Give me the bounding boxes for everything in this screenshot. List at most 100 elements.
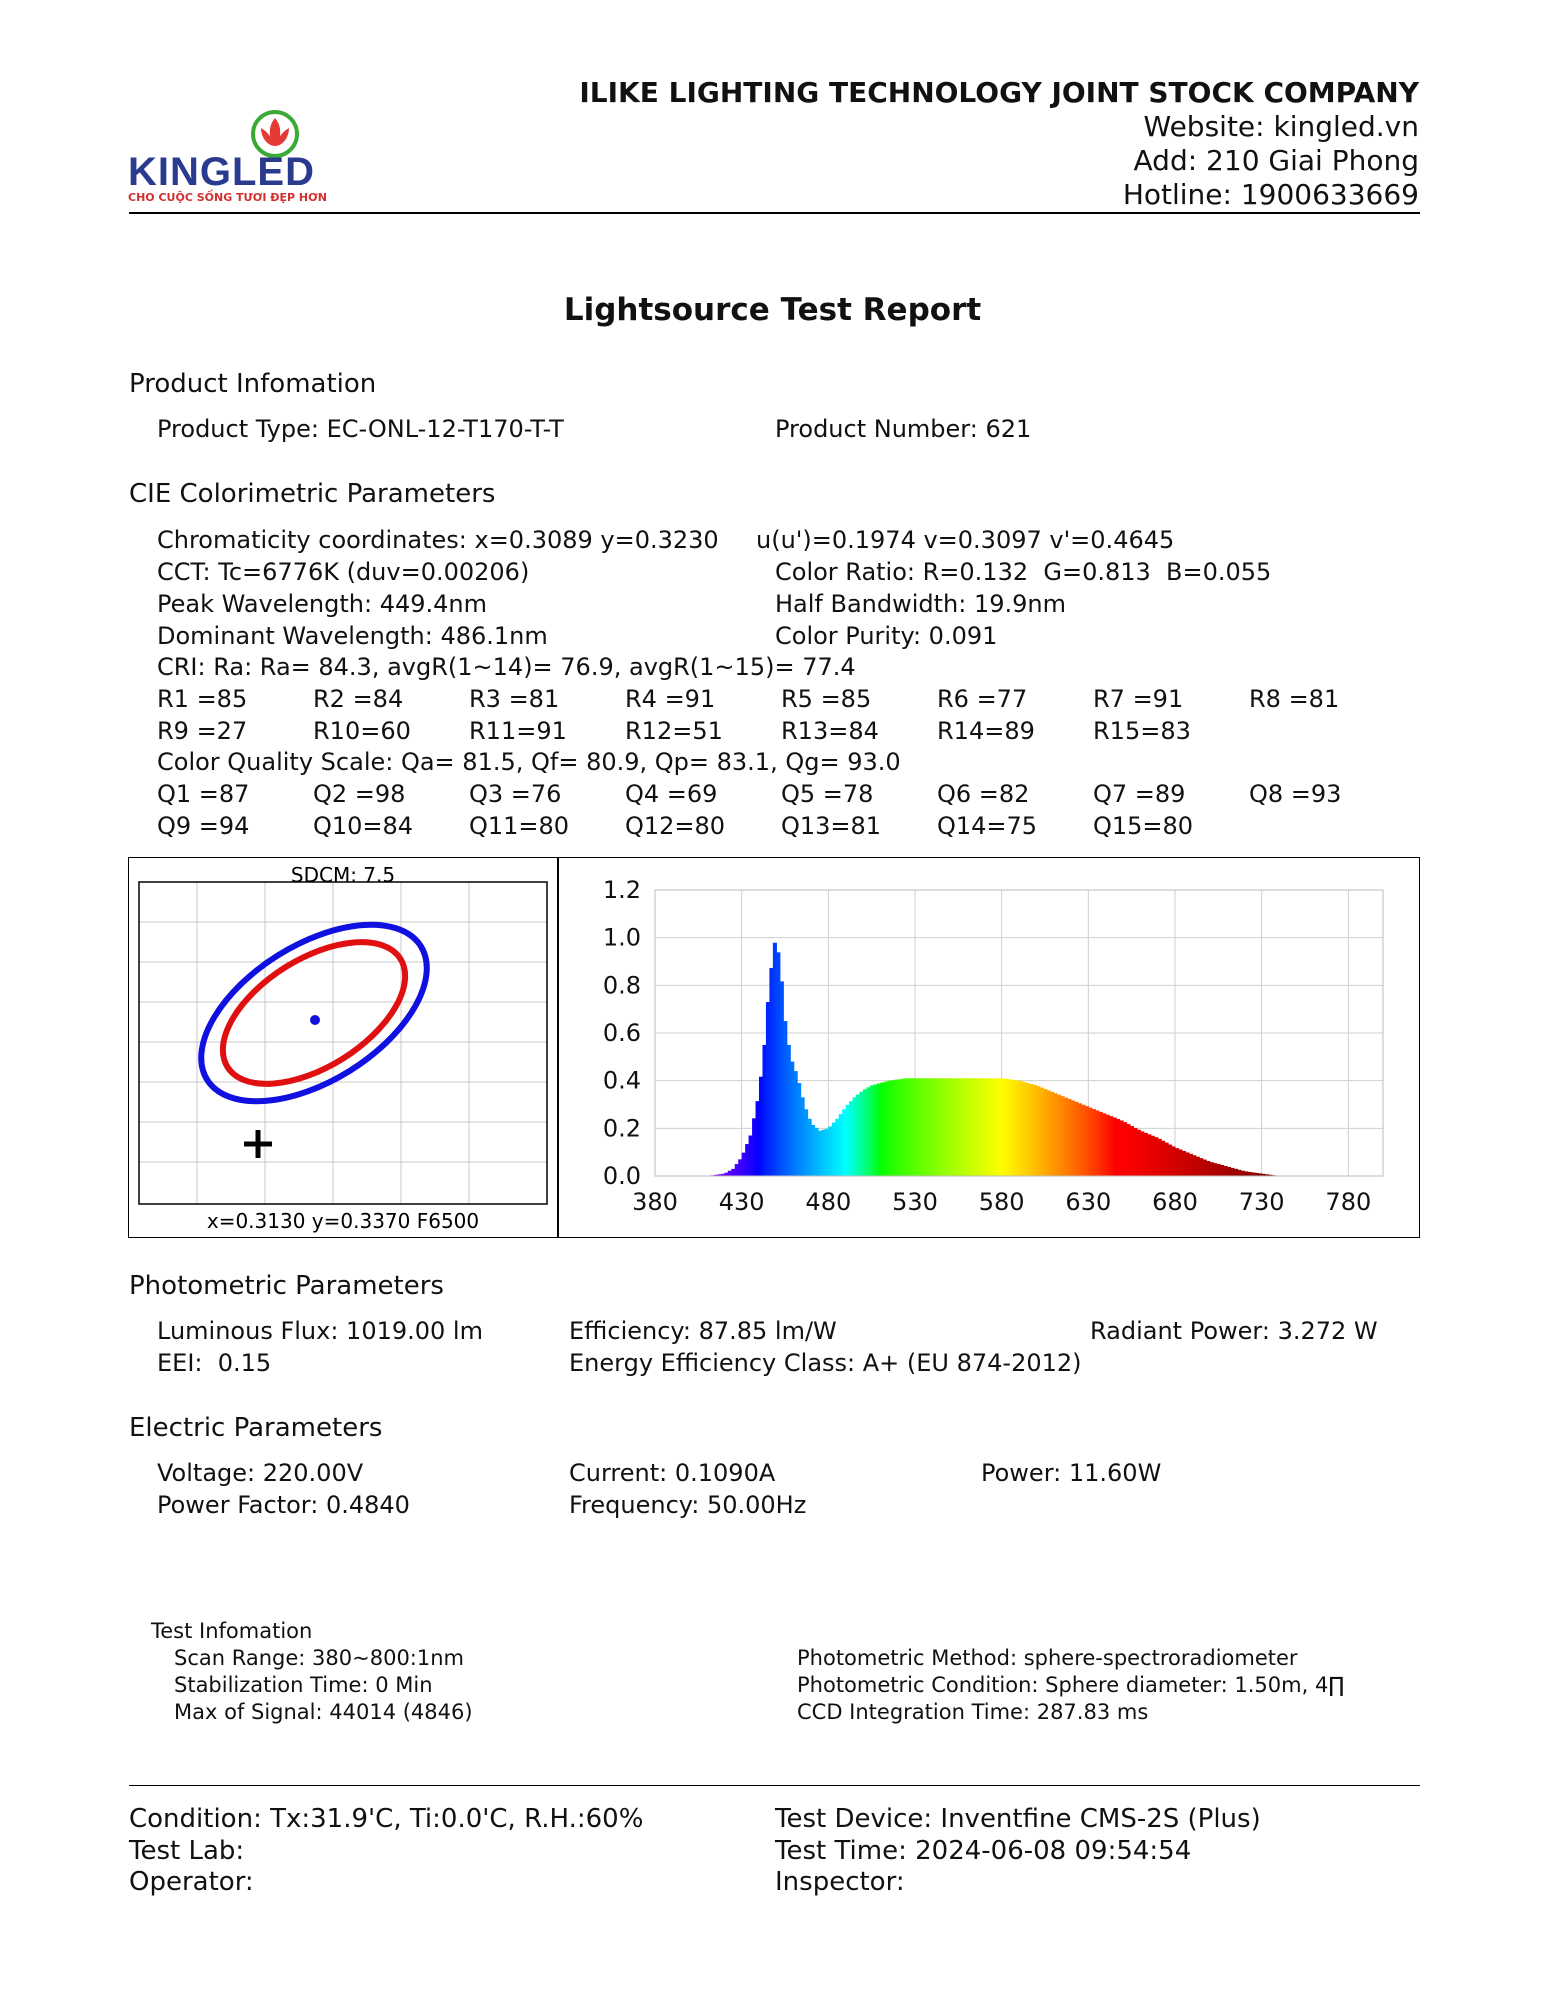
stabilization-time: Stabilization Time: 0 Min xyxy=(174,1673,433,1697)
dominant-wavelength: Dominant Wavelength: 486.1nm xyxy=(157,622,548,650)
y-tick-label: 0.6 xyxy=(603,1019,641,1047)
sdcm-inner-ellipse xyxy=(219,939,409,1087)
q-value: Q8 =93 xyxy=(1249,780,1342,808)
q-value: Q4 =69 xyxy=(625,780,718,808)
q-value: Q5 =78 xyxy=(781,780,874,808)
spectrum-band xyxy=(1261,1173,1266,1176)
test-time: Test Time: 2024-06-08 09:54:54 xyxy=(775,1836,1192,1866)
q-value: Q9 =94 xyxy=(157,812,250,840)
spectrum-band xyxy=(1029,1084,1034,1176)
x-tick-label: 680 xyxy=(1152,1188,1198,1216)
q-value: Q15=80 xyxy=(1093,812,1194,840)
spectrum-band xyxy=(949,1078,954,1176)
spectrum-band xyxy=(1119,1120,1124,1176)
spectrum-band xyxy=(925,1078,930,1176)
spectrum-band xyxy=(1265,1174,1270,1176)
spectrum-band xyxy=(1216,1164,1221,1176)
spectrum-band xyxy=(1195,1156,1200,1176)
spectrum-band xyxy=(849,1101,854,1176)
max-signal: Max of Signal: 44014 (4846) xyxy=(174,1700,473,1724)
spectrum-band xyxy=(1171,1146,1176,1176)
spectrum-band xyxy=(1102,1113,1107,1176)
company-logo xyxy=(128,106,328,206)
cqs-summary: Color Quality Scale: Qa= 81.5, Qf= 80.9,… xyxy=(157,748,901,776)
spectrum-band xyxy=(1199,1158,1204,1176)
efficiency: Efficiency: 87.85 lm/W xyxy=(569,1317,837,1345)
spectrum-band xyxy=(911,1078,916,1176)
spectrum-band xyxy=(1268,1174,1273,1176)
spectrum-band xyxy=(921,1078,926,1176)
spectrum-band xyxy=(741,1152,746,1176)
spectrum-band xyxy=(1091,1109,1096,1176)
y-tick-label: 1.2 xyxy=(603,876,641,904)
x-tick-label: 730 xyxy=(1239,1188,1285,1216)
spectrum-band xyxy=(1126,1124,1131,1176)
spectrum-band xyxy=(1143,1132,1148,1176)
spectrum-band xyxy=(1012,1079,1017,1176)
spectrum-band xyxy=(734,1164,739,1176)
spectrum-axis: 380 430 480 530 580 630 680 730 780 0.0 0.2 0.4 0.6 0… xyxy=(603,876,1384,1216)
spectrum-band xyxy=(779,981,784,1176)
spectrum-band xyxy=(946,1078,951,1176)
spectrum-band xyxy=(720,1173,725,1176)
spectrum-band xyxy=(1161,1140,1166,1176)
cct-value: CCT: Tc=6776K (duv=0.00206) xyxy=(157,558,530,586)
spectrum-band xyxy=(1067,1099,1072,1176)
spectrum-band xyxy=(821,1129,826,1176)
spectrum-band xyxy=(866,1087,871,1176)
r-value: R13=84 xyxy=(781,717,879,745)
q-value: Q11=80 xyxy=(469,812,570,840)
x-tick-label: 780 xyxy=(1325,1188,1371,1216)
spectrum-band xyxy=(1247,1171,1252,1176)
spectrum-band xyxy=(1258,1173,1263,1176)
spectrum-band xyxy=(769,967,774,1176)
spectrum-band xyxy=(800,1097,805,1176)
spectrum-band xyxy=(748,1135,753,1176)
company-address: Add: 210 Giai Phong xyxy=(1133,144,1419,177)
company-hotline: Hotline: 1900633669 xyxy=(1122,178,1419,211)
spectrum-band xyxy=(762,1044,767,1176)
spectrum-band xyxy=(1133,1127,1138,1176)
spectrum-band xyxy=(1185,1152,1190,1176)
r-value: R12=51 xyxy=(625,717,723,745)
x-tick-label: 530 xyxy=(892,1188,938,1216)
spectrum-band xyxy=(1088,1107,1093,1176)
plot-frame xyxy=(654,889,1384,1177)
spectrum-band xyxy=(835,1118,840,1176)
spectrum-band xyxy=(1244,1171,1249,1176)
luminous-flux: Luminous Flux: 1019.00 lm xyxy=(157,1317,483,1345)
spectrum-band xyxy=(970,1078,975,1176)
power: Power: 11.60W xyxy=(981,1459,1162,1487)
r-value: R9 =27 xyxy=(157,717,248,745)
r-value: R11=91 xyxy=(469,717,567,745)
spectrum-band xyxy=(1001,1078,1006,1176)
spectrum-band xyxy=(790,1061,795,1176)
spectrum-band xyxy=(1074,1101,1079,1176)
spectrum-band xyxy=(869,1085,874,1176)
report-title: Lightsource Test Report xyxy=(563,292,982,328)
r-value: R8 =81 xyxy=(1249,685,1340,713)
frequency: Frequency: 50.00Hz xyxy=(569,1491,807,1519)
spectrum-band xyxy=(1209,1162,1214,1176)
ccd-integration-time: CCD Integration Time: 287.83 ms xyxy=(797,1700,1149,1724)
product-type: Product Type: EC-ONL-12-T170-T-T xyxy=(157,415,564,443)
spectrum-band xyxy=(727,1170,732,1176)
sdcm-outer-ellipse xyxy=(198,921,430,1105)
spectrum-band xyxy=(804,1109,809,1176)
electric-heading: Electric Parameters xyxy=(129,1413,383,1443)
q-value: Q3 =76 xyxy=(469,780,562,808)
spectrum-band xyxy=(987,1078,992,1176)
photometric-method: Photometric Method: sphere-spectroradiom… xyxy=(797,1646,1298,1670)
spectrum-band xyxy=(928,1078,933,1176)
test-lab: Test Lab: xyxy=(129,1836,245,1866)
spectrum-band xyxy=(915,1078,920,1176)
spectrum-band xyxy=(831,1122,836,1176)
peak-wavelength: Peak Wavelength: 449.4nm xyxy=(157,590,487,618)
spectrum-band xyxy=(1181,1150,1186,1176)
spectrum-band xyxy=(1005,1078,1010,1176)
spectrum-band xyxy=(1150,1135,1155,1176)
r-value: R3 =81 xyxy=(469,685,560,713)
sdcm-grid xyxy=(139,882,547,1204)
spectrum-band xyxy=(1112,1117,1117,1176)
spectrum-band xyxy=(1081,1104,1086,1176)
